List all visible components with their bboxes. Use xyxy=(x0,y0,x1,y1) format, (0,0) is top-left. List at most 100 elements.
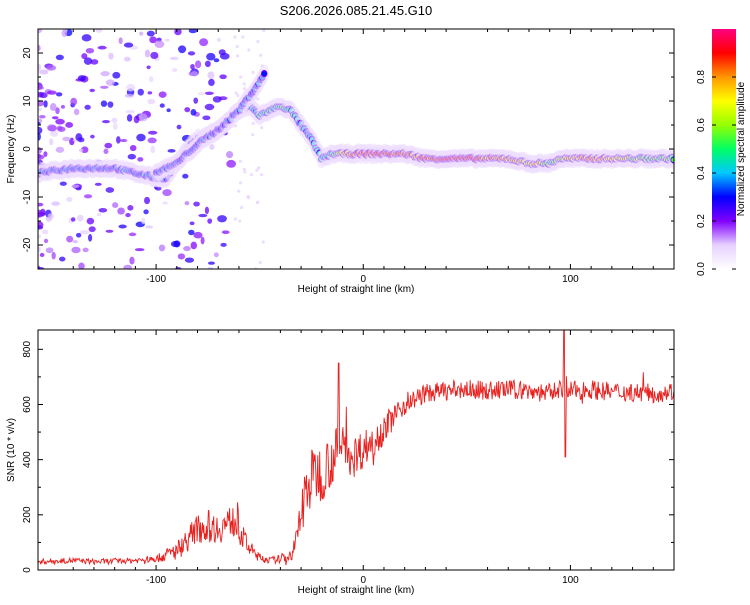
noise-blob xyxy=(89,88,96,93)
y-tick-label: 600 xyxy=(22,396,33,413)
noise-blob xyxy=(112,71,121,79)
noise-blob xyxy=(81,146,89,154)
snr-marks xyxy=(38,330,674,566)
noise-blob xyxy=(103,148,109,155)
colorbar-tick-label: 0.2 xyxy=(696,214,707,228)
noise-blob xyxy=(141,217,146,225)
noise-blob xyxy=(83,194,93,199)
noise-blob xyxy=(177,253,186,260)
noise-blob xyxy=(187,51,196,56)
noise-blob xyxy=(159,103,165,108)
noise-blob xyxy=(171,68,178,73)
noise-blob xyxy=(105,187,115,193)
noise-blob xyxy=(78,262,85,269)
noise-blob xyxy=(247,48,251,52)
noise-blob xyxy=(260,126,264,130)
ridge-point xyxy=(671,157,674,163)
noise-blob xyxy=(98,208,108,213)
noise-blob xyxy=(112,122,118,131)
noise-blob xyxy=(60,105,65,109)
noise-blob xyxy=(242,82,246,86)
noise-blob xyxy=(47,213,54,220)
noise-blob xyxy=(234,124,238,128)
noise-blob xyxy=(202,115,211,121)
noise-blob xyxy=(127,153,136,160)
x-tick-label: 0 xyxy=(360,274,366,285)
noise-blob xyxy=(162,201,168,205)
noise-blob xyxy=(104,142,113,149)
y-tick-label: 0 xyxy=(22,567,33,573)
noise-blob xyxy=(127,204,134,211)
noise-blob xyxy=(148,76,154,83)
noise-blob xyxy=(126,83,136,92)
noise-blob xyxy=(213,58,220,63)
noise-blob xyxy=(212,96,222,103)
noise-blob xyxy=(129,144,137,152)
noise-blob xyxy=(195,60,202,69)
y-tick-label: 0 xyxy=(22,146,33,152)
noise-blob xyxy=(38,146,42,154)
noise-blob xyxy=(236,93,240,98)
noise-blob xyxy=(137,157,144,162)
noise-blob xyxy=(129,256,135,265)
noise-blob xyxy=(49,138,54,146)
noise-blob xyxy=(47,125,58,132)
noise-blob xyxy=(169,56,179,61)
noise-blob xyxy=(96,212,102,217)
noise-blob xyxy=(38,234,42,239)
noise-blob xyxy=(188,229,195,236)
noise-blob xyxy=(111,117,118,123)
snr-xlabel: Height of straight line (km) xyxy=(298,585,415,596)
noise-blob xyxy=(55,92,63,97)
noise-blob xyxy=(166,108,171,113)
noise-blob xyxy=(38,202,44,207)
noise-blob xyxy=(70,97,78,106)
noise-blob xyxy=(204,103,215,111)
noise-blob xyxy=(79,230,90,235)
noise-blob xyxy=(208,78,215,87)
noise-blob xyxy=(38,126,43,135)
noise-blob xyxy=(78,148,84,153)
noise-blob xyxy=(259,53,263,57)
noise-blob xyxy=(204,206,210,215)
noise-blob xyxy=(55,107,60,115)
noise-blob xyxy=(82,247,89,253)
noise-blob xyxy=(190,108,197,116)
noise-blob xyxy=(49,103,57,112)
noise-blob xyxy=(256,39,260,44)
noise-blob xyxy=(235,44,239,49)
noise-blob xyxy=(86,217,95,225)
noise-blob xyxy=(38,100,45,107)
noise-blob xyxy=(65,122,74,128)
noise-blob xyxy=(189,221,195,226)
noise-blob xyxy=(76,232,82,238)
noise-blob xyxy=(123,56,131,62)
noise-blob xyxy=(38,29,43,34)
noise-blob xyxy=(38,115,46,119)
noise-blob xyxy=(207,71,215,80)
x-tick-label: -100 xyxy=(146,274,166,285)
noise-blob xyxy=(90,134,95,139)
noise-blob xyxy=(146,30,155,37)
colorbar-ticks: 0.0 0.2 0.4 0.6 0.8 xyxy=(696,70,736,276)
noise-blob xyxy=(146,65,151,70)
noise-blob xyxy=(118,224,127,229)
noise-blob xyxy=(39,252,45,258)
noise-blob xyxy=(38,132,41,141)
noise-blob xyxy=(178,45,187,54)
noise-blob xyxy=(49,130,59,137)
noise-blob xyxy=(200,236,205,245)
noise-blob xyxy=(85,47,95,54)
x-tick-label: 100 xyxy=(562,274,579,285)
colorbar-gradient xyxy=(712,29,736,269)
noise-blob xyxy=(81,53,88,60)
noise-blob xyxy=(58,256,66,262)
noise-blob xyxy=(38,64,42,71)
noise-blob xyxy=(38,86,45,90)
noise-blob xyxy=(207,218,213,224)
noise-blob xyxy=(51,251,56,260)
noise-blob xyxy=(173,240,181,248)
